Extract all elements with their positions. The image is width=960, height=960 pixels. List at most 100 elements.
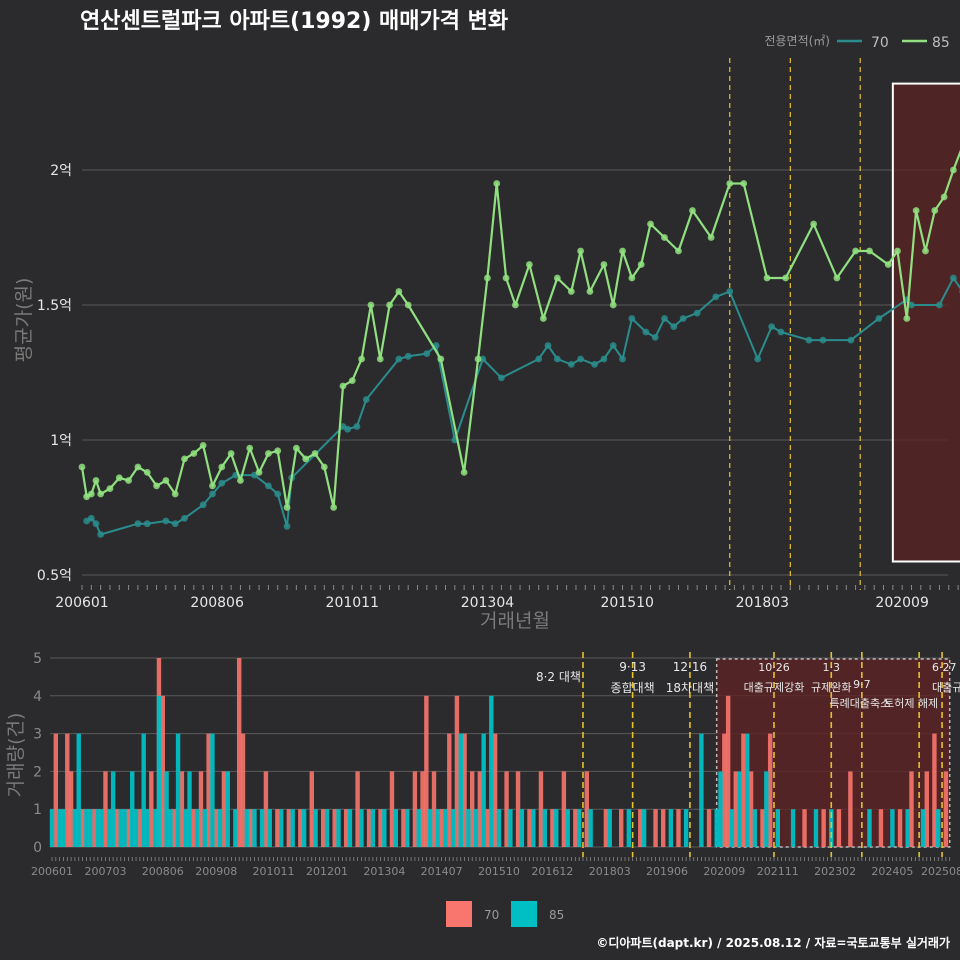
price-point-70 — [265, 482, 272, 490]
volume-bar-85 — [588, 809, 593, 847]
volume-bar-70 — [286, 809, 292, 847]
volume-bar-85 — [130, 771, 135, 847]
volume-bar-70 — [236, 658, 242, 847]
volume-bar-70 — [725, 695, 731, 847]
volume-event-annotation: 12·16 — [673, 660, 707, 674]
price-point-85 — [553, 274, 561, 282]
volume-x-tick-label: 202405 — [871, 865, 913, 878]
volume-event-annotation: 토허제 해제 — [884, 696, 938, 710]
price-point-85 — [931, 207, 939, 214]
volume-bar-70 — [897, 809, 903, 847]
volume-bar-85 — [489, 695, 494, 847]
price-point-85 — [619, 247, 626, 255]
price-point-85 — [274, 447, 282, 455]
volume-bar-70 — [661, 809, 666, 847]
volume-bar-70 — [439, 809, 444, 847]
volume-bar-85 — [450, 809, 456, 847]
price-point-70 — [143, 520, 151, 528]
volume-bar-85 — [607, 809, 612, 847]
volume-event-annotation: 대출규제강화 — [744, 681, 805, 694]
volume-bar-85 — [576, 809, 582, 847]
volume-bar-70 — [366, 809, 372, 847]
volume-bar-70 — [420, 771, 425, 847]
price-point-85 — [833, 274, 841, 282]
price-point-70 — [181, 514, 188, 522]
volume-event-annotation: 대출규 — [932, 681, 960, 694]
price-point-70 — [777, 328, 785, 336]
price-point-70 — [577, 355, 585, 363]
price-y-axis-title: 평균가(원) — [13, 278, 35, 363]
volume-bar-70 — [848, 771, 853, 847]
price-point-70 — [936, 301, 943, 309]
volume-x-tick-label: 202111 — [757, 865, 799, 878]
price-y-tick-label: 2억 — [50, 163, 72, 179]
volume-bar-85 — [164, 771, 169, 847]
volume-bar-85 — [49, 809, 55, 847]
volume-x-tick-label: 201612 — [531, 865, 573, 878]
volume-bar-70 — [706, 809, 712, 847]
volume-bar-70 — [603, 809, 609, 847]
volume-bar-70 — [573, 809, 578, 847]
price-point-85 — [628, 274, 636, 282]
volume-bar-85 — [554, 809, 559, 847]
price-x-tick-label: 200601 — [55, 595, 108, 611]
volume-bar-70 — [821, 809, 826, 847]
volume-bar-70 — [748, 771, 754, 847]
price-point-70 — [87, 514, 95, 522]
price-point-85 — [511, 301, 519, 309]
price-highlight-region — [891, 82, 960, 563]
volume-x-tick-label: 200908 — [195, 865, 237, 878]
price-point-85 — [740, 180, 748, 187]
volume-bar-70 — [676, 809, 681, 847]
price-point-70 — [805, 336, 813, 344]
price-point-85 — [292, 444, 300, 452]
volume-x-tick-label: 201304 — [363, 865, 405, 878]
price-point-85 — [763, 274, 771, 282]
price-point-85 — [255, 469, 263, 476]
volume-bar-85 — [829, 809, 834, 847]
volume-bar-70 — [584, 771, 589, 847]
price-point-70 — [875, 315, 883, 322]
price-point-70 — [171, 520, 179, 528]
volume-bar-85 — [187, 771, 192, 847]
price-point-70 — [754, 355, 762, 363]
volume-y-tick-label: 2 — [33, 764, 42, 780]
volume-y-tick-label: 1 — [33, 802, 42, 818]
volume-bar-70 — [447, 733, 452, 847]
price-point-85 — [689, 207, 696, 214]
volume-bar-85 — [88, 809, 93, 847]
volume-bar-85 — [890, 809, 895, 847]
price-line-85 — [80, 149, 960, 509]
price-point-85 — [437, 355, 445, 363]
price-point-70 — [274, 490, 282, 498]
volume-bar-70 — [878, 809, 884, 847]
price-point-85 — [143, 469, 151, 476]
price-point-85 — [675, 247, 682, 255]
volume-bar-85 — [427, 809, 433, 847]
volume-bar-85 — [175, 733, 181, 847]
volume-bar-70 — [240, 733, 246, 847]
volume-event-annotation: 6·27 — [932, 661, 957, 674]
volume-bar-85 — [466, 809, 471, 847]
volume-bar-85 — [565, 809, 570, 847]
legend-title: 전용면적(㎡) — [764, 34, 830, 48]
volume-bar-85 — [443, 809, 448, 847]
price-point-85 — [367, 301, 375, 309]
volume-x-tick-label: 200703 — [84, 865, 126, 878]
volume-bar-85 — [347, 809, 353, 847]
price-point-70 — [819, 336, 827, 344]
volume-bar-70 — [515, 771, 521, 847]
volume-bar-70 — [206, 733, 211, 847]
price-point-70 — [642, 328, 650, 336]
price-point-85 — [567, 288, 575, 295]
volume-bar-70 — [160, 695, 165, 847]
price-point-70 — [344, 425, 352, 433]
price-point-70 — [600, 355, 608, 363]
price-point-70 — [209, 490, 216, 498]
volume-bar-70 — [172, 809, 177, 847]
price-point-70 — [404, 352, 412, 360]
price-point-85 — [460, 469, 468, 476]
price-point-85 — [493, 180, 501, 187]
volume-bar-70 — [355, 771, 360, 847]
